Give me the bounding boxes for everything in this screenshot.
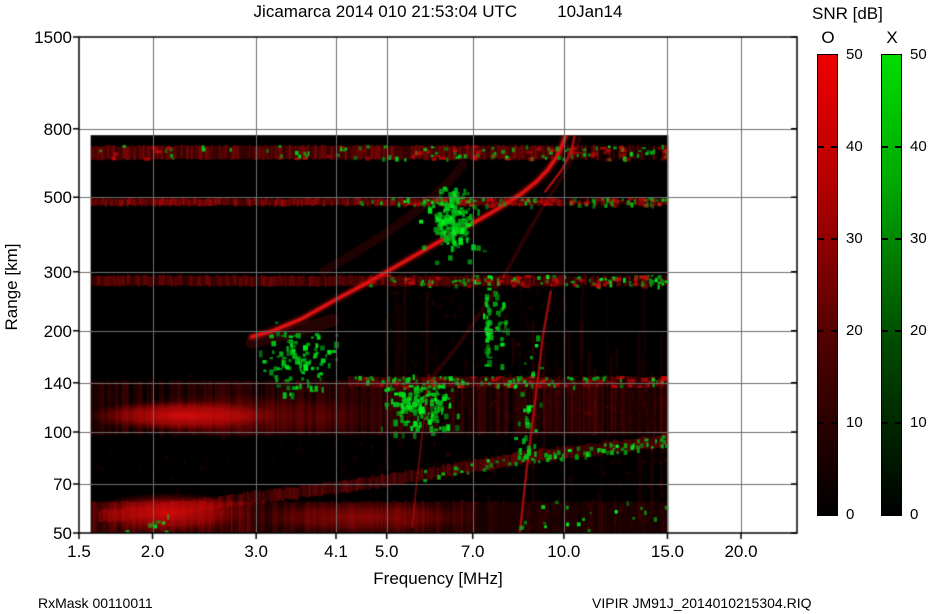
y-tick-label: 70: [53, 474, 72, 494]
x-tick-label: 15.0: [650, 542, 685, 561]
y-tick-label: 140: [43, 373, 72, 393]
title-station-time: Jicamarca 2014 010 21:53:04 UTC: [253, 2, 518, 21]
x-tick-label: 20.0: [724, 542, 758, 561]
x-tick-label: 3.0: [244, 542, 268, 561]
x-axis-title: Frequency [MHz]: [373, 569, 503, 588]
colorbar-tick-label: 0: [910, 506, 919, 523]
y-tick-label: 50: [53, 524, 72, 543]
colorbar-tick-dash: [895, 146, 901, 148]
y-tick-label: 200: [43, 321, 72, 341]
colorbar-tick-dash: [895, 330, 901, 332]
colorbar-tick-dash: [818, 422, 824, 424]
ionogram-plot: [69, 27, 809, 543]
x-tick-label: 5.0: [374, 542, 399, 561]
colorbar-tick-label: 20: [846, 322, 863, 339]
colorbar-tick-label: 10: [846, 414, 863, 431]
colorbar-tick-label: 40: [846, 138, 863, 155]
colorbar-tick-dash: [818, 330, 824, 332]
colorbar-tick-dash: [831, 146, 837, 148]
colorbar-tick-label: 20: [910, 322, 927, 339]
x-tick-label: 2.0: [140, 542, 165, 561]
colorbar-o-label: O: [821, 28, 835, 47]
title-date: 10Jan14: [557, 2, 623, 21]
y-tick-label: 500: [43, 188, 72, 208]
colorbar-x-label: X: [886, 28, 898, 47]
colorbar-tick-dash: [831, 330, 837, 332]
colorbar-tick-dash: [882, 238, 888, 240]
colorbar-tick-dash: [882, 422, 888, 424]
colorbar-tick-dash: [818, 238, 824, 240]
colorbar-tick-label: 30: [910, 230, 927, 247]
colorbar-tick-label: 30: [846, 230, 863, 247]
x-tick-label: 7.0: [460, 542, 485, 561]
colorbar-title: SNR [dB]: [812, 4, 883, 23]
colorbar-o-mode: [817, 54, 838, 516]
data-file-annotation: VIPIR JM91J_2014010215304.RIQ: [592, 595, 812, 611]
colorbar-tick-dash: [818, 146, 824, 148]
y-tick-label: 1500: [34, 28, 72, 47]
x-tick-label: 1.5: [67, 542, 91, 561]
y-tick-label: 800: [43, 119, 72, 139]
x-tick-label: 10.0: [547, 542, 581, 561]
colorbar-tick-dash: [895, 238, 901, 240]
colorbar-tick-label: 50: [846, 46, 863, 63]
page-title: Jicamarca 2014 010 21:53:04 UTC 10Jan14: [79, 2, 797, 22]
colorbar-x-mode: [881, 54, 902, 516]
colorbar-tick-dash: [882, 146, 888, 148]
colorbar-tick-dash: [882, 330, 888, 332]
rxmask-annotation: RxMask 00110011: [38, 595, 153, 611]
colorbar-tick-dash: [831, 422, 837, 424]
y-axis-title: Range [km]: [2, 243, 21, 331]
y-tick-label: 100: [43, 422, 72, 442]
colorbar-tick-dash: [895, 422, 901, 424]
colorbar-tick-label: 50: [910, 46, 927, 63]
colorbar-tick-dash: [831, 238, 837, 240]
colorbar-tick-label: 0: [846, 506, 855, 523]
colorbar-tick-label: 10: [910, 414, 927, 431]
y-tick-label: 300: [43, 262, 72, 282]
colorbar-tick-label: 40: [910, 138, 927, 155]
x-tick-label: 4.1: [324, 542, 348, 561]
